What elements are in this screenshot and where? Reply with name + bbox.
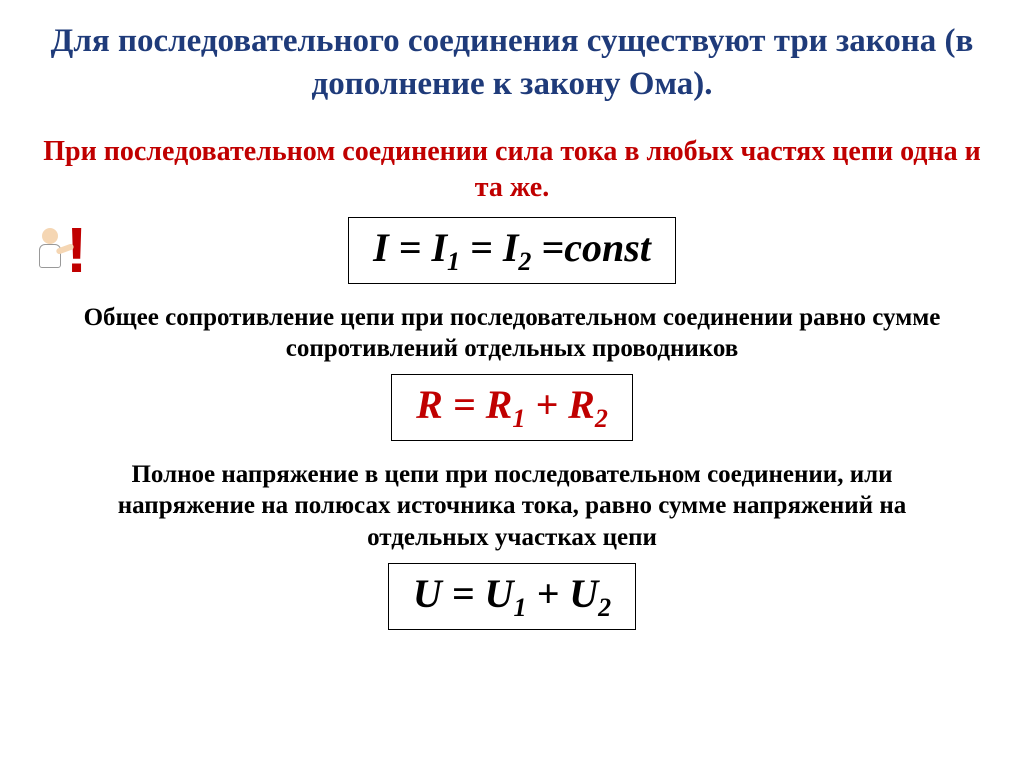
formula-voltage: U = U1 + U2: [413, 571, 611, 616]
formula-current: I = I1 = I2 =const: [373, 225, 651, 270]
law2-text: Общее сопротивление цепи при последовате…: [40, 302, 984, 365]
law2-formula-row: R = R1 + R2: [40, 374, 984, 441]
formula-resistance: R = R1 + R2: [416, 382, 608, 427]
formula-box-current: I = I1 = I2 =const: [348, 217, 676, 284]
law1-formula-row: ! I = I1 = I2 =const: [40, 217, 984, 284]
law3-formula-row: U = U1 + U2: [40, 563, 984, 630]
person-icon: [30, 226, 70, 274]
law3-text: Полное напряжение в цепи при последовате…: [40, 459, 984, 553]
law1-text: При последовательном соединении сила ток…: [40, 134, 984, 207]
slide-title: Для последовательного соединения существ…: [40, 20, 984, 106]
attention-icon: !: [30, 218, 87, 282]
